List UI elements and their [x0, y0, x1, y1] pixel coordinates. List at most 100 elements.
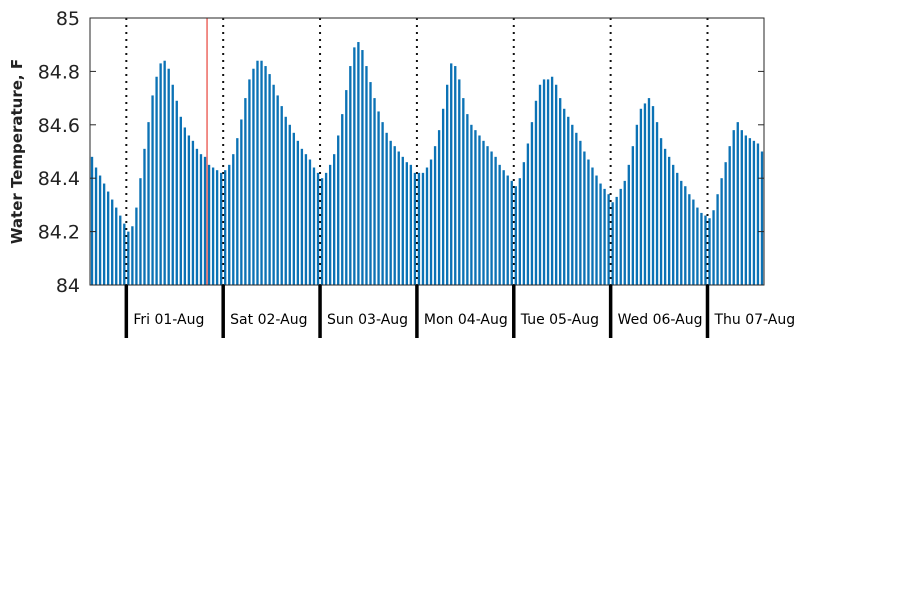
temperature-bar: [159, 63, 162, 285]
day-label: Fri 01-Aug: [133, 312, 204, 328]
temperature-bar: [357, 42, 360, 285]
temperature-bar: [506, 175, 509, 285]
temperature-bar: [748, 138, 752, 285]
temperature-bar: [163, 60, 166, 285]
temperature-bar: [248, 79, 251, 285]
temperature-bar: [115, 207, 118, 285]
temperature-bar: [256, 60, 259, 285]
day-dividers: [125, 18, 709, 285]
temperature-bar: [538, 84, 542, 285]
temperature-bar: [474, 130, 477, 285]
temperature-bar: [563, 108, 566, 285]
day-label: Thu 07-Aug: [713, 312, 795, 328]
temperature-bar: [199, 154, 203, 285]
temperature-bar: [599, 183, 602, 285]
y-tick-label: 85: [56, 8, 80, 30]
temperature-bar: [393, 146, 396, 285]
temperature-bar: [300, 148, 304, 285]
temperature-bar: [304, 154, 308, 285]
temperature-bar: [607, 194, 610, 285]
temperature-bar: [760, 151, 764, 285]
temperature-bar: [542, 79, 546, 285]
temperature-bar: [478, 135, 481, 285]
temperature-bar: [680, 180, 683, 285]
temperature-bar: [498, 164, 501, 285]
temperature-bar: [591, 167, 594, 285]
temperature-bar: [337, 135, 340, 285]
temperature-bar: [663, 148, 667, 285]
plot-frame: [89, 17, 765, 286]
temperature-bar: [328, 164, 332, 285]
temperature-bar: [191, 140, 195, 285]
temperature-bar: [195, 148, 199, 285]
temperature-bar: [611, 202, 614, 285]
temperature-bar: [397, 151, 400, 285]
y-tick-label: 84.2: [38, 222, 80, 244]
temperature-bar: [458, 79, 461, 285]
temperature-bar: [518, 178, 521, 285]
temperature-bar: [111, 199, 114, 285]
temperature-bar: [684, 186, 687, 285]
temperature-bar: [627, 164, 630, 285]
y-tick-label: 84: [56, 275, 80, 297]
temperature-bar: [98, 175, 102, 285]
temperature-bar: [450, 63, 453, 285]
temperature-bar: [417, 172, 421, 285]
temperature-bar: [171, 84, 174, 285]
temperature-bar: [466, 114, 469, 286]
temperature-bar: [296, 140, 300, 285]
temperature-bar: [651, 106, 655, 285]
temperature-bar: [284, 116, 287, 285]
temperature-bar: [211, 167, 215, 285]
temperature-bar: [522, 162, 526, 285]
temperature-bar: [619, 188, 622, 285]
temperature-bar: [312, 167, 316, 285]
temperature-bar: [433, 146, 437, 285]
day-label: Tue 05-Aug: [520, 312, 599, 328]
temperature-bar: [429, 159, 433, 285]
temperature-bar: [720, 178, 723, 285]
temperature-bar: [236, 138, 239, 285]
temperature-bar: [147, 122, 150, 285]
temperature-bar: [502, 170, 505, 285]
temperature-bar: [207, 164, 211, 285]
temperature-bar: [712, 210, 715, 285]
temperature-bar: [530, 122, 534, 285]
temperature-bar: [546, 79, 550, 285]
temperature-bar: [595, 175, 598, 285]
temperature-bar: [167, 68, 170, 285]
temperature-bar: [534, 100, 538, 286]
temperature-bar: [179, 116, 182, 285]
y-axis: 84 84.2 84.4 84.6 84.8 85: [38, 8, 764, 297]
temperature-bar: [704, 215, 707, 285]
bar-series: [90, 42, 764, 286]
temperature-bar: [655, 122, 659, 285]
temperature-bar: [752, 140, 756, 285]
temperature-bar: [119, 215, 122, 285]
temperature-bar: [215, 170, 219, 285]
y-tick-label: 84.4: [38, 168, 80, 190]
temperature-bar: [437, 130, 441, 285]
temperature-bar: [260, 60, 263, 285]
temperature-bar: [643, 103, 647, 285]
temperature-bar: [94, 167, 98, 285]
temperature-bar: [123, 223, 126, 285]
temperature-bar: [732, 130, 735, 285]
temperature-bar: [183, 127, 187, 285]
temperature-bar: [740, 130, 743, 285]
temperature-bar: [131, 226, 134, 285]
temperature-bar: [151, 95, 154, 286]
temperature-bar: [220, 172, 223, 285]
temperature-bar: [470, 124, 473, 285]
temperature-bar: [316, 172, 320, 285]
temperature-bar: [90, 156, 94, 285]
temperature-bar: [550, 76, 554, 286]
temperature-bar: [155, 76, 158, 286]
temperature-bar: [587, 159, 590, 285]
temperature-bar: [353, 47, 356, 286]
temperature-bar: [688, 194, 691, 285]
temperature-bar: [365, 66, 368, 285]
temperature-bar: [736, 122, 739, 285]
temperature-bar: [676, 172, 679, 285]
day-label: Wed 06-Aug: [618, 312, 703, 328]
